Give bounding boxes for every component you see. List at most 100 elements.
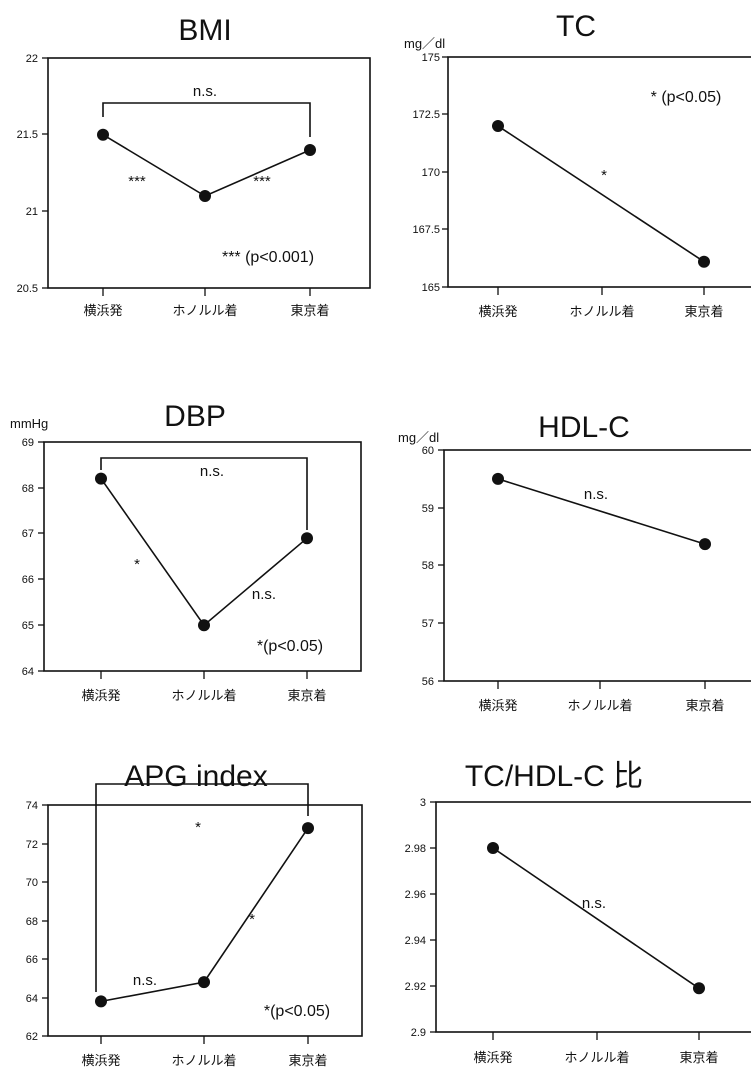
chart-title: BMI xyxy=(178,14,231,47)
chart-title: HDL-C xyxy=(538,411,630,444)
y-tick-label: 175 xyxy=(422,52,440,64)
series-line xyxy=(100,478,308,627)
x-tick-label: ホノルル着 xyxy=(569,304,634,320)
y-tick-label: 21.5 xyxy=(17,129,38,141)
y-tick-label: 22 xyxy=(26,53,38,65)
segment-label: * xyxy=(249,911,255,928)
data-point xyxy=(487,842,499,854)
plot-frame xyxy=(443,449,751,682)
bracket-label: n.s. xyxy=(200,463,224,480)
y-tick-label: 57 xyxy=(422,618,434,630)
y-tick-label: 56 xyxy=(422,676,434,688)
data-point xyxy=(301,532,313,545)
segment-label: *** xyxy=(253,173,271,190)
chart-tc: TC mg／dl 165 167.5 170 172.5 175 横浜発 ホノル… xyxy=(404,10,751,320)
data-point xyxy=(95,472,107,485)
y-tick-label: 2.92 xyxy=(405,981,426,993)
significance-legend: * (p<0.05) xyxy=(651,89,722,106)
bracket-label: n.s. xyxy=(193,83,217,100)
chart-title: APG index xyxy=(124,760,267,793)
segment-label: n.s. xyxy=(252,586,276,603)
significance-legend: *(p<0.05) xyxy=(264,1003,330,1020)
x-tick-label: ホノルル着 xyxy=(172,303,237,319)
x-tick-label: 東京着 xyxy=(685,698,724,714)
y-tick-label: 60 xyxy=(422,445,434,457)
y-tick-label: 74 xyxy=(26,800,38,812)
y-tick-label: 58 xyxy=(422,560,434,572)
y-tick-label: 66 xyxy=(26,954,38,966)
y-unit: mg／dl xyxy=(398,430,439,445)
segment-label: n.s. xyxy=(582,895,606,912)
series-line xyxy=(492,847,700,989)
segment-label: * xyxy=(601,167,607,184)
y-tick-label: 67 xyxy=(22,528,34,540)
series-line xyxy=(497,478,706,545)
series-line xyxy=(497,125,705,263)
significance-bracket xyxy=(95,783,309,992)
data-point xyxy=(97,128,109,141)
y-tick-label: 66 xyxy=(22,574,34,586)
x-tick-label: ホノルル着 xyxy=(567,698,632,714)
x-tick-label: ホノルル着 xyxy=(564,1050,629,1066)
significance-bracket xyxy=(100,457,308,530)
y-tick-label: 3 xyxy=(420,797,426,809)
x-tick-label: 横浜発 xyxy=(83,304,122,319)
bracket-label: * xyxy=(195,819,201,836)
y-tick-label: 170 xyxy=(422,167,440,179)
y-tick-label: 64 xyxy=(22,666,34,678)
x-tick-label: 横浜発 xyxy=(473,1051,512,1066)
x-tick-label: 東京着 xyxy=(290,303,329,319)
y-tick-label: 2.94 xyxy=(405,935,426,947)
segment-label: * xyxy=(134,556,140,573)
chart-dbp: DBP mmHg 64 65 66 67 68 69 横浜発 ホノルル着 東京着… xyxy=(10,400,362,704)
x-tick-label: 横浜発 xyxy=(478,305,517,320)
y-tick-label: 69 xyxy=(22,437,34,449)
significance-bracket xyxy=(102,102,311,137)
y-unit: mg／dl xyxy=(404,36,445,51)
x-tick-label: 横浜発 xyxy=(478,699,517,714)
y-tick-label: 70 xyxy=(26,877,38,889)
y-tick-label: 2.96 xyxy=(405,889,426,901)
data-point xyxy=(198,976,210,989)
data-point xyxy=(699,538,711,551)
y-tick-label: 64 xyxy=(26,993,38,1005)
plot-frame xyxy=(435,801,751,1033)
y-tick-label: 21 xyxy=(26,206,38,218)
data-point xyxy=(698,255,710,268)
segment-label: n.s. xyxy=(133,972,157,989)
chart-title: DBP xyxy=(164,400,226,433)
data-point xyxy=(304,144,316,156)
y-tick-label: 165 xyxy=(422,282,440,294)
chart-tc-hdl-ratio: TC/HDL-C 比 2.9 2.92 2.94 2.96 2.98 3 横浜発… xyxy=(405,760,751,1066)
data-point xyxy=(95,995,107,1008)
x-tick-label: 横浜発 xyxy=(81,1054,120,1069)
x-tick-label: 東京着 xyxy=(288,1053,327,1069)
plot-frame xyxy=(43,441,362,672)
data-point xyxy=(693,982,705,995)
significance-legend: *** (p<0.001) xyxy=(222,249,314,266)
y-tick-label: 2.98 xyxy=(405,843,426,855)
y-tick-label: 68 xyxy=(22,483,34,495)
y-tick-label: 2.9 xyxy=(411,1027,426,1039)
y-tick-label: 172.5 xyxy=(412,109,440,121)
plot-frame xyxy=(47,57,371,289)
chart-hdl-c: HDL-C mg／dl 56 57 58 59 60 横浜発 ホノルル着 東京着… xyxy=(398,411,751,714)
chart-apg-index: APG index 62 64 66 68 70 72 74 横浜発 ホノルル着… xyxy=(26,760,363,1069)
data-point xyxy=(492,120,504,132)
y-tick-label: 62 xyxy=(26,1031,38,1043)
significance-legend: *(p<0.05) xyxy=(257,638,323,655)
y-tick-label: 20.5 xyxy=(17,283,38,295)
x-tick-label: 東京着 xyxy=(684,304,723,320)
x-tick-label: 東京着 xyxy=(679,1050,718,1066)
data-point xyxy=(199,190,211,202)
y-tick-label: 72 xyxy=(26,839,38,851)
segment-label: *** xyxy=(128,173,146,190)
x-tick-label: ホノルル着 xyxy=(171,1053,236,1069)
chart-title: TC/HDL-C 比 xyxy=(465,760,643,793)
y-unit: mmHg xyxy=(10,416,48,431)
data-point xyxy=(198,619,210,632)
x-tick-label: ホノルル着 xyxy=(171,688,236,704)
x-tick-label: 横浜発 xyxy=(81,689,120,704)
x-tick-label: 東京着 xyxy=(287,688,326,704)
y-tick-label: 59 xyxy=(422,503,434,515)
